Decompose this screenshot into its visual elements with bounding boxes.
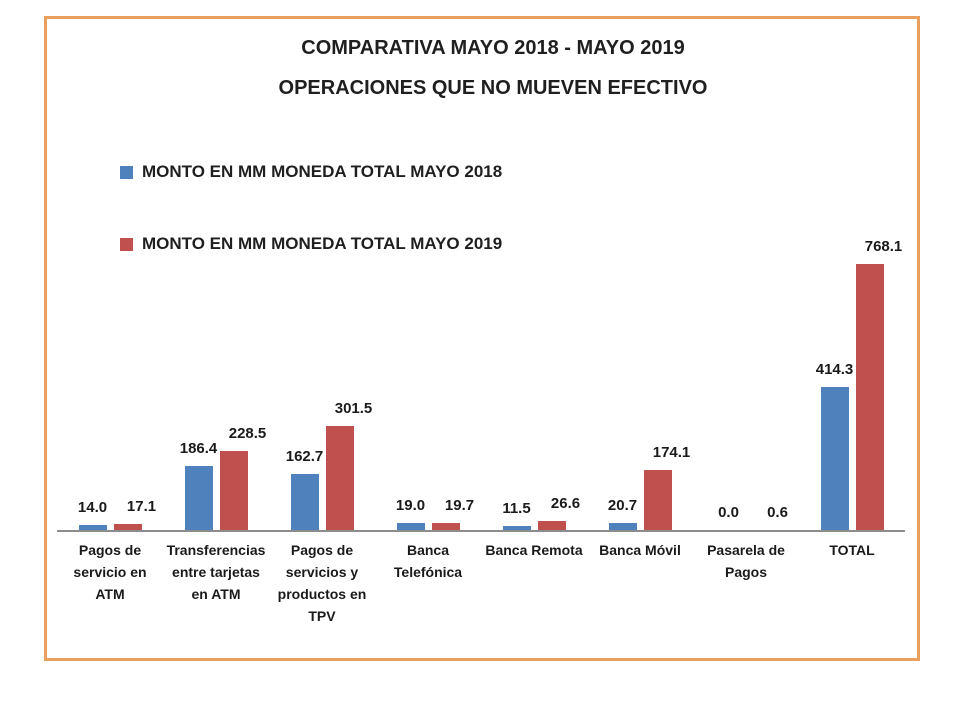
bar-mayo-2019-5 xyxy=(643,470,672,530)
bar-mayo-2018-0 xyxy=(78,525,107,530)
bar-mayo-2018-5 xyxy=(608,523,637,530)
bar-mayo-2019-4 xyxy=(537,521,566,530)
bar-mayo-2018-4 xyxy=(502,526,531,530)
value-label-mayo-2018-5: 20.7 xyxy=(607,497,638,514)
value-label-mayo-2019-2: 301.5 xyxy=(334,400,373,417)
category-label-3: Banca Telefónica xyxy=(393,542,463,580)
value-label-mayo-2018-4: 11.5 xyxy=(502,500,531,517)
value-label-mayo-2019-6: 0.6 xyxy=(767,504,788,521)
chart-title: COMPARATIVA MAYO 2018 - MAYO 2019 OPERAC… xyxy=(47,28,917,108)
bar-mayo-2018-2 xyxy=(290,474,319,530)
bar-mayo-2018-1 xyxy=(184,466,213,530)
value-label-mayo-2019-3: 19.7 xyxy=(444,497,475,514)
bar-mayo-2018-3 xyxy=(396,523,425,530)
value-label-mayo-2018-6: 0.0 xyxy=(718,504,739,521)
category-label-5: Banca Móvil xyxy=(599,542,681,558)
bar-mayo-2019-3 xyxy=(431,523,460,530)
value-label-mayo-2019-1: 228.5 xyxy=(228,425,267,442)
legend-item-mayo-2018: MONTO EN MM MONEDA TOTAL MAYO 2018 xyxy=(120,162,502,182)
chart-border-frame: COMPARATIVA MAYO 2018 - MAYO 2019 OPERAC… xyxy=(44,16,920,661)
category-label-7: TOTAL xyxy=(829,542,875,558)
value-label-mayo-2019-4: 26.6 xyxy=(550,495,581,512)
chart-title-line1: COMPARATIVA MAYO 2018 - MAYO 2019 xyxy=(301,37,685,59)
legend-swatch-2018-icon xyxy=(120,165,133,179)
plot-area: 14.0 17.1 186.4 228.5 162.7 301.5 19.0 19.7 11.5… xyxy=(57,239,905,532)
legend-swatch-2019-icon xyxy=(120,237,133,251)
category-label-0: Pagos de servicio en ATM xyxy=(73,542,147,602)
value-label-mayo-2018-1: 186.4 xyxy=(179,440,218,457)
legend-item-mayo-2019: MONTO EN MM MONEDA TOTAL MAYO 2019 xyxy=(120,234,502,254)
value-label-mayo-2018-3: 19.0 xyxy=(395,497,426,514)
chart-title-line2: OPERACIONES QUE NO MUEVEN EFECTIVO xyxy=(278,77,708,99)
category-label-4: Banca Remota xyxy=(485,542,583,558)
bar-mayo-2019-1 xyxy=(219,451,248,530)
category-label-2: Pagos de servicios y productos en TPV xyxy=(277,542,367,624)
value-label-mayo-2019-0: 17.1 xyxy=(126,498,157,515)
value-label-mayo-2018-0: 14.0 xyxy=(77,499,108,516)
bar-mayo-2019-0 xyxy=(113,524,142,530)
bar-mayo-2019-7 xyxy=(855,264,884,530)
value-label-mayo-2019-7: 768.1 xyxy=(864,238,903,255)
bar-mayo-2018-7 xyxy=(820,387,849,530)
category-label-6: Pasarela de Pagos xyxy=(707,542,785,580)
value-label-mayo-2019-5: 174.1 xyxy=(652,444,691,461)
value-label-mayo-2018-7: 414.3 xyxy=(815,361,854,378)
category-label-1: Transferencias entre tarjetas en ATM xyxy=(166,542,266,602)
legend-label-2018: MONTO EN MM MONEDA TOTAL MAYO 2018 xyxy=(142,162,503,181)
category-axis: Pagos de servicio en ATM Transferencias e… xyxy=(57,539,905,639)
value-label-mayo-2018-2: 162.7 xyxy=(285,448,324,465)
bar-mayo-2019-2 xyxy=(325,426,354,530)
legend-label-2019: MONTO EN MM MONEDA TOTAL MAYO 2019 xyxy=(142,234,503,253)
